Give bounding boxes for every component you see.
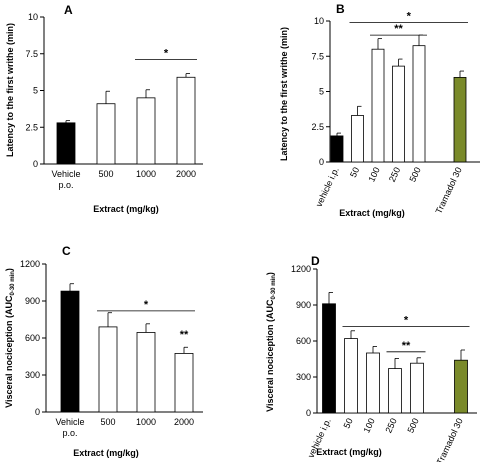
panel-b: B 0 2.5 5 7.5 10 Latency to the first writhe (… <box>279 2 480 218</box>
x-axis-title: Extract (mg/kg) <box>339 208 405 218</box>
y-tick-label: 2.5 <box>25 122 38 132</box>
bar <box>410 362 424 414</box>
bar <box>412 45 426 163</box>
y-axis-title: Latency to the first writhe (min) <box>5 23 15 157</box>
bar <box>366 352 380 414</box>
category-label: 250 <box>387 166 402 184</box>
y-tick-label: 0 <box>35 407 40 417</box>
significance-marker: * <box>404 315 409 327</box>
y-tick-label: 7.5 <box>25 49 38 59</box>
y-axis-title: Visceral nociception (AUC0-30 min) <box>4 268 16 408</box>
panel-label: A <box>64 3 73 17</box>
category-label: 1000 <box>136 417 156 427</box>
y-axis-title-subscript: 0-30 min <box>10 271 16 296</box>
bar <box>174 353 194 413</box>
category-label: 50 <box>342 417 355 430</box>
category-label: Vehicle p.o. <box>51 169 80 190</box>
y-tick-label: 0 <box>319 157 324 167</box>
significance-marker: * <box>407 10 412 22</box>
y-axis-title: Visceral nociception (AUC0-30 min) <box>265 272 277 412</box>
panel-a: A 0 2.5 5 7.5 10 Latency to the first writhe (… <box>5 3 203 214</box>
y-tick-label: 1200 <box>20 259 40 269</box>
category-label: 50 <box>348 166 361 179</box>
y-tick-label: 10 <box>28 12 38 22</box>
panel-c: C 0 300 600 900 1200 Visceral nociception (AUC… <box>4 244 203 458</box>
category-label: 100 <box>366 166 381 184</box>
bar <box>392 65 405 163</box>
y-tick-label: 0 <box>306 408 311 418</box>
category-label: 500 <box>100 417 115 427</box>
bar <box>96 103 116 165</box>
significance-marker: ** <box>394 23 403 35</box>
bar <box>388 368 402 414</box>
panel-label: C <box>62 244 71 258</box>
category-label: Tramadol 30 <box>435 417 465 462</box>
y-tick-label: 5 <box>33 86 38 96</box>
bar <box>330 135 344 163</box>
y-tick-label: 1200 <box>291 264 311 274</box>
y-axis-title-text: Latency to the first writhe (min) <box>5 23 15 157</box>
category-label: 500 <box>405 417 420 435</box>
category-label: 100 <box>361 417 376 435</box>
category-label: 2000 <box>174 417 194 427</box>
bar <box>344 338 358 414</box>
bar <box>176 76 196 165</box>
bar <box>454 359 468 414</box>
y-axis-title-text: Visceral nociception (AUC <box>4 295 14 408</box>
category-label: Tramadol 30 <box>434 166 464 216</box>
y-axis-title: Latency to the first writhe (min) <box>279 27 289 161</box>
category-label: 500 <box>98 169 113 179</box>
y-tick-label: 600 <box>25 333 40 343</box>
y-tick-label: 300 <box>296 372 311 382</box>
panel-label: B <box>336 2 345 16</box>
significance-marker: ** <box>180 329 189 341</box>
panel-d: D 0 300 600 900 1200 Visceral nociception (AUC… <box>265 254 477 462</box>
x-axis-title: Extract (mg/kg) <box>73 448 139 458</box>
bar <box>60 290 80 413</box>
y-axis-title-end: ) <box>265 272 275 275</box>
significance-marker: * <box>164 48 169 60</box>
bar <box>371 48 385 163</box>
bar <box>351 115 364 163</box>
y-tick-label: 10 <box>314 16 324 26</box>
category-label: 250 <box>383 417 398 435</box>
category-label: 1000 <box>136 169 156 179</box>
bar <box>98 326 118 413</box>
y-tick-label: 5 <box>319 87 324 97</box>
y-axis-title-subscript: 0-30 min <box>271 275 277 300</box>
y-axis-title-text: Visceral nociception (AUC <box>265 299 275 412</box>
panel-label: D <box>311 254 320 268</box>
y-axis-title-text: Latency to the first writhe (min) <box>279 27 289 161</box>
y-tick-label: 0 <box>33 159 38 169</box>
y-tick-label: 900 <box>296 300 311 310</box>
category-label: 500 <box>407 166 422 184</box>
y-tick-label: 2.5 <box>311 122 324 132</box>
y-tick-label: 600 <box>296 336 311 346</box>
x-axis-title: Extract (mg/kg) <box>93 204 159 214</box>
category-label: 2000 <box>176 169 196 179</box>
y-tick-label: 7.5 <box>311 51 324 61</box>
bar <box>136 97 156 165</box>
y-axis-title-end: ) <box>4 268 14 271</box>
category-label: vehicle i.p. <box>314 166 341 209</box>
bar <box>136 332 156 413</box>
significance-marker: ** <box>402 340 411 352</box>
significance-marker: * <box>144 299 149 311</box>
category-label: Vehicle p.o. <box>55 417 84 438</box>
bar <box>453 77 467 163</box>
y-tick-label: 300 <box>25 370 40 380</box>
bar <box>322 303 336 414</box>
y-tick-label: 900 <box>25 296 40 306</box>
x-axis-title: Extract (mg/kg) <box>316 447 382 457</box>
bar <box>56 122 76 165</box>
